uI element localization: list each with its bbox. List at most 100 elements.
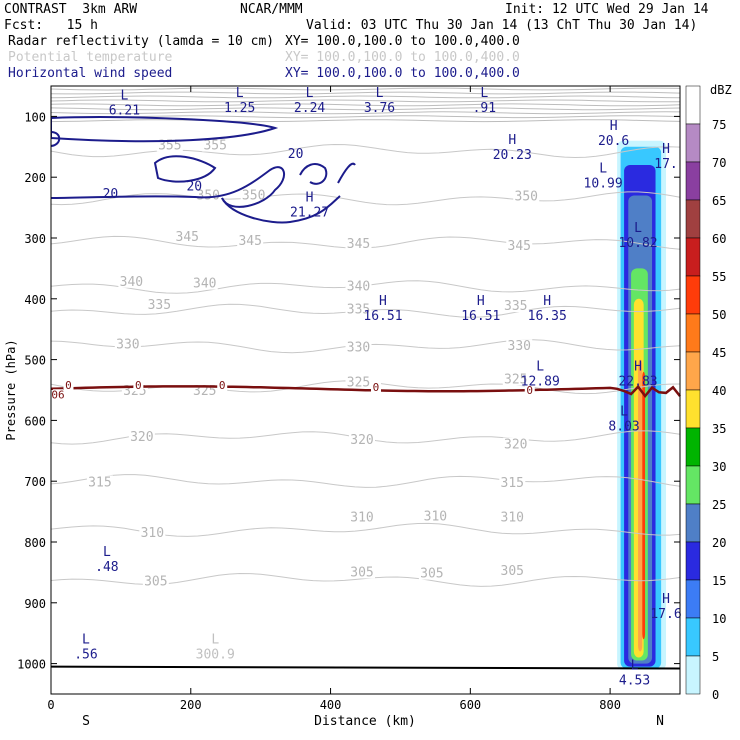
extremum-value-5: 20.23 bbox=[493, 148, 532, 163]
theta-label-bg-29 bbox=[422, 509, 449, 523]
theta-label-5: 345 bbox=[176, 230, 199, 245]
colorbar-unit: dBZ bbox=[710, 83, 732, 97]
colorbar-level-60: 60 bbox=[712, 232, 726, 246]
theta-label-8: 345 bbox=[508, 239, 531, 254]
theta-label-21: 325 bbox=[193, 384, 216, 399]
theta-upper-contour-7 bbox=[51, 115, 680, 119]
theta-label-6: 345 bbox=[238, 234, 261, 249]
wind-label-1: 20 bbox=[186, 179, 202, 194]
theta-label-26: 315 bbox=[501, 476, 524, 491]
theta-label-bg-1 bbox=[202, 138, 229, 152]
field-name-wind: Horizontal wind speed bbox=[8, 66, 173, 81]
theta-label-27: 310 bbox=[141, 526, 164, 541]
theta-label-1: 355 bbox=[203, 139, 226, 154]
y-tick-label-600: 600 bbox=[24, 414, 46, 428]
theta-label-30: 310 bbox=[501, 511, 524, 526]
theta-label-29: 310 bbox=[424, 509, 447, 524]
theta-label-34: 305 bbox=[501, 564, 524, 579]
tropopause-label-bg-0 bbox=[63, 380, 74, 392]
wind-contour-5 bbox=[299, 163, 328, 185]
extremum-letter-8: L bbox=[599, 161, 607, 176]
theta-contour-350 bbox=[51, 191, 680, 206]
theta-label-23: 320 bbox=[350, 433, 373, 448]
tropopause-label-0: 0 bbox=[65, 379, 72, 392]
plot-frame bbox=[50, 85, 681, 695]
extremum-letter-1: L bbox=[236, 86, 244, 101]
y-tick-label-900: 900 bbox=[24, 597, 46, 611]
colorbar-swatch-15 bbox=[685, 655, 701, 695]
theta-label-22: 320 bbox=[130, 430, 153, 445]
tropopause-label-3: 0 bbox=[373, 381, 380, 394]
theta-label-31: 305 bbox=[144, 575, 167, 590]
init-time: Init: 12 UTC Wed 29 Jan 14 bbox=[505, 2, 709, 17]
theta-label-bg-34 bbox=[499, 564, 526, 578]
field-xy-theta: XY= 100.0,100.0 to 100.0,400.0 bbox=[285, 50, 520, 65]
extremum-letter-2: L bbox=[306, 86, 314, 101]
wind-label-0: 20 bbox=[288, 147, 304, 162]
chart-annotations: 0 0 0 0 006L6.21L1.25L2.24L3.76L.91H20.23H20… bbox=[50, 86, 682, 689]
tropopause-label-bg-1 bbox=[133, 380, 144, 392]
extremum-value-2: 2.24 bbox=[294, 101, 325, 116]
colorbar-swatch-7 bbox=[685, 351, 701, 391]
colorbar-swatch-1 bbox=[685, 123, 701, 163]
theta-label-bg-5 bbox=[174, 229, 201, 243]
field-name-reflectivity: Radar reflectivity (lamda = 10 cm) bbox=[8, 34, 275, 49]
field-xy-reflectivity: XY= 100.0,100.0 to 100.0,400.0 bbox=[285, 34, 520, 49]
reflectivity-shading bbox=[617, 140, 667, 670]
y-tick-label-500: 500 bbox=[24, 354, 46, 368]
theta-label-bg-19 bbox=[502, 372, 529, 386]
theta-upper-contour-2 bbox=[51, 95, 680, 99]
theta-contour-315 bbox=[51, 474, 680, 488]
x-tick-label-200: 200 bbox=[180, 698, 202, 712]
colorbar-level-0: 0 bbox=[712, 688, 719, 702]
theta-label-bg-24 bbox=[502, 437, 529, 451]
reflectivity-cell-7 bbox=[642, 371, 646, 640]
tropopause-label-4: 0 bbox=[526, 384, 533, 397]
theta-label-25: 315 bbox=[88, 475, 111, 490]
extremum-letter-21: L bbox=[211, 633, 219, 648]
theta-label-4: 350 bbox=[515, 190, 538, 205]
colorbar-level-55: 55 bbox=[712, 270, 726, 284]
extremum-value-10: 10.82 bbox=[618, 236, 657, 251]
extremum-value-0: 6.21 bbox=[109, 103, 140, 118]
theta-label-bg-22 bbox=[128, 429, 155, 443]
colorbar-level-10: 10 bbox=[712, 612, 726, 626]
y-tick-label-300: 300 bbox=[24, 232, 46, 246]
theta-label-0: 355 bbox=[158, 139, 181, 154]
theta-label-10: 340 bbox=[193, 277, 216, 292]
theta-label-bg-8 bbox=[506, 238, 533, 252]
extremum-letter-5: H bbox=[508, 133, 516, 148]
theta-label-bg-28 bbox=[349, 510, 376, 524]
extremum-value-18: 17.6 bbox=[650, 607, 681, 622]
theta-label-14: 335 bbox=[504, 299, 527, 314]
colorbar-swatch-14 bbox=[685, 617, 701, 657]
theta-label-bg-18 bbox=[345, 375, 372, 389]
theta-label-bg-16 bbox=[345, 340, 372, 354]
right-end-label: N bbox=[656, 714, 664, 729]
extremum-value-21: 300.9 bbox=[196, 648, 235, 663]
theta-contour-355 bbox=[51, 143, 680, 159]
wind-contour-0 bbox=[51, 116, 279, 143]
x-tick-label-600: 600 bbox=[459, 698, 481, 712]
wind-contour-4 bbox=[221, 195, 341, 224]
x-tick-label-0: 0 bbox=[47, 698, 54, 712]
extremum-letter-20: L bbox=[631, 659, 639, 674]
colorbar-level-65: 65 bbox=[712, 194, 726, 208]
extremum-letter-11: H bbox=[379, 294, 387, 309]
theta-label-15: 330 bbox=[116, 337, 139, 352]
colorbar-swatch-3 bbox=[685, 199, 701, 239]
y-tick-label-1000: 1000 bbox=[17, 658, 46, 672]
wind-contour-2 bbox=[153, 155, 217, 183]
theta-label-bg-26 bbox=[499, 476, 526, 490]
extremum-letter-15: H bbox=[634, 360, 642, 375]
theta-label-11: 340 bbox=[347, 280, 370, 295]
theta-label-bg-11 bbox=[345, 279, 372, 293]
colorbar-level-25: 25 bbox=[712, 498, 726, 512]
tropopause-label-2: 0 bbox=[219, 379, 226, 392]
colorbar-level-30: 30 bbox=[712, 460, 726, 474]
theta-label-bg-17 bbox=[506, 339, 533, 353]
wind-contour-1 bbox=[51, 131, 61, 147]
extremum-letter-9: H bbox=[306, 191, 314, 206]
colorbar-swatch-4 bbox=[685, 237, 701, 277]
